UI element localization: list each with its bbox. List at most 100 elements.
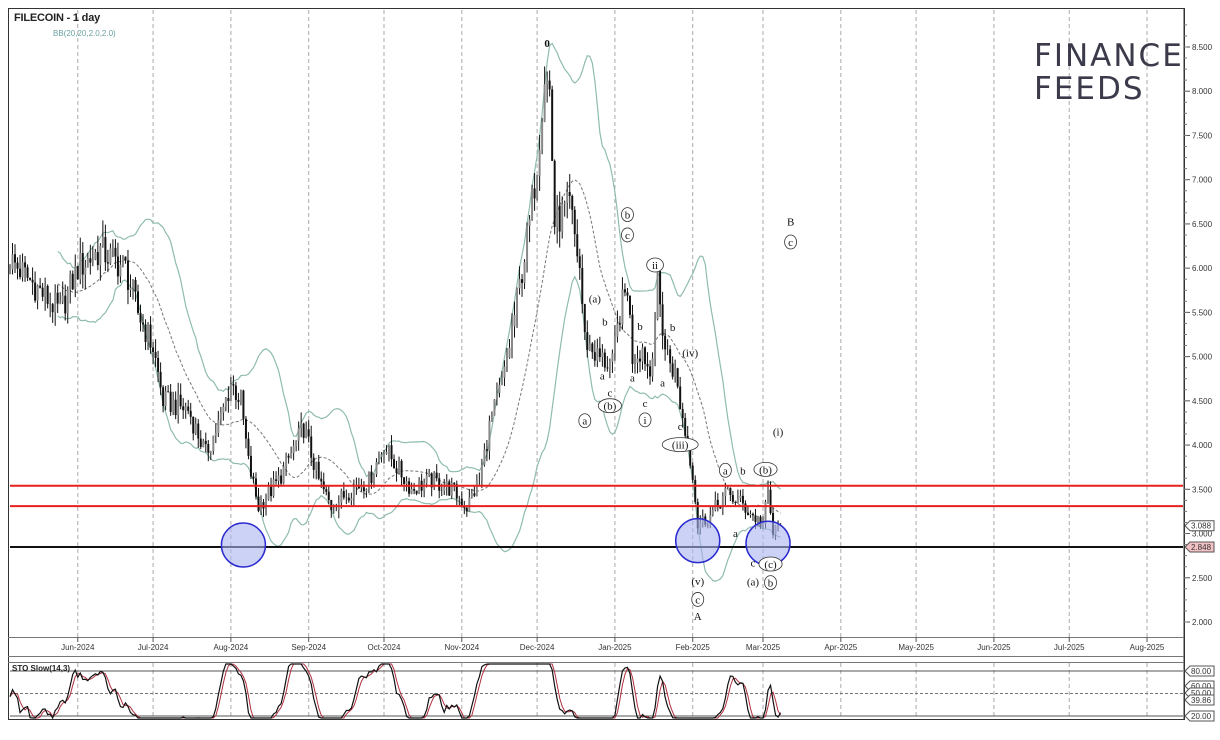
- x-tick-label: Apr-2025: [824, 643, 857, 652]
- stoch-tag-label: 80.00: [1191, 667, 1212, 676]
- x-tick-label: Jun-2024: [61, 643, 95, 652]
- bb-lower-band: [57, 275, 781, 582]
- wave-label-circle: [758, 556, 783, 572]
- wave-label: i: [638, 412, 652, 428]
- wave-label-text: (a): [747, 577, 760, 589]
- wave-label: c: [621, 227, 634, 243]
- wave-label: (i): [773, 426, 784, 438]
- wave-label: (b): [753, 461, 778, 477]
- wave-label-text: (b): [603, 401, 616, 413]
- wave-label: b: [740, 465, 746, 477]
- x-tick-label: Jul-2025: [1054, 643, 1085, 652]
- wave-label-text: c: [607, 387, 612, 399]
- wave-label-text: c: [788, 237, 793, 249]
- chart-title: FILECOIN - 1 day: [14, 12, 101, 24]
- wave-label: (c): [758, 556, 783, 572]
- wave-label-text: (v): [691, 576, 704, 588]
- highlight-circle: [220, 522, 267, 568]
- wave-label: (iv): [682, 348, 698, 360]
- wave-label: a: [578, 413, 592, 429]
- y-tick-label: 8.000: [1192, 87, 1213, 96]
- y-tick-label: 8.500: [1192, 43, 1213, 52]
- stoch-tag-label: 50.00: [1191, 689, 1212, 698]
- wave-label-text: b: [768, 578, 774, 590]
- y-tick-label: 3.500: [1192, 485, 1213, 494]
- wave-label-text: c: [643, 398, 648, 410]
- wave-label-circle: [646, 257, 664, 273]
- date-axis: Jun-2024 Jul-2024 Aug-2024 Sep-2024 Oct-2024…: [61, 637, 1165, 652]
- x-tick-label: Nov-2024: [444, 643, 479, 652]
- logo-line-1: FINANCE: [1034, 38, 1184, 74]
- wave-label: b: [602, 317, 608, 329]
- wave-label-text: c: [625, 230, 630, 242]
- wave-label-text: (b): [759, 464, 772, 476]
- wave-label-text: (a): [589, 294, 602, 306]
- y-tick-label: 6.500: [1192, 220, 1213, 229]
- x-tick-label: Dec-2024: [520, 643, 555, 652]
- wave-label: b: [670, 322, 676, 334]
- y-tick-label: 2.000: [1192, 618, 1213, 627]
- y-tick-label: 4.000: [1192, 441, 1213, 450]
- highlight-circle: [674, 517, 721, 564]
- x-tick-label: Aug-2024: [214, 643, 249, 652]
- logo-line-2: FEEDS: [1034, 71, 1145, 107]
- x-tick-label: Jul-2024: [138, 643, 169, 652]
- wave-label-text: A: [694, 611, 702, 623]
- wave-label-text: a: [630, 372, 635, 384]
- highlight-circles: [220, 517, 791, 568]
- wave-label-text: (iv): [682, 348, 698, 360]
- x-tick-label: Mar-2025: [746, 643, 781, 652]
- wave-label-circle: [718, 462, 732, 478]
- wave-label-text: (c): [764, 559, 777, 571]
- wave-label-circle: [691, 592, 705, 607]
- wave-label-text: a: [733, 528, 738, 540]
- stoch-tag: [1184, 694, 1215, 706]
- wave-label: c: [691, 592, 705, 607]
- y-tick-label: 2.500: [1192, 574, 1213, 583]
- wave-label-circle: [753, 461, 778, 477]
- bb-middle-band: [57, 179, 781, 514]
- wave-label-text: B: [787, 217, 794, 229]
- wave-label-circle: [784, 234, 798, 250]
- wave-label-text: a: [582, 416, 587, 428]
- x-tick-label: Sep-2024: [291, 643, 326, 652]
- wave-label-circle: [597, 398, 622, 414]
- stoch-tag-label: 39.86: [1191, 696, 1212, 705]
- wave-label: (v): [691, 576, 704, 588]
- stoch-tag-label: 20.00: [1191, 712, 1212, 721]
- wave-label: 0: [544, 38, 550, 50]
- y-tick-label: 6.000: [1192, 264, 1213, 273]
- wave-label-text: b: [637, 321, 643, 333]
- wave-label-circle: [764, 575, 777, 591]
- wave-label-text: a: [723, 465, 728, 477]
- wave-label: (b): [597, 398, 622, 414]
- wave-label: c: [607, 387, 612, 399]
- gridlines: [77, 10, 1148, 719]
- wave-label: a: [600, 371, 605, 383]
- x-tick-label: Aug-2025: [1130, 643, 1165, 652]
- wave-label: c: [643, 398, 648, 410]
- wave-label-text: c: [751, 557, 756, 569]
- wave-label-text: b: [625, 210, 631, 222]
- horizontal-levels: [10, 484, 1183, 548]
- wave-label-text: ii: [652, 260, 658, 272]
- wave-label-circle: [661, 437, 699, 453]
- y-tick-label: 5.500: [1192, 308, 1213, 317]
- stoch-tag: [1184, 665, 1215, 677]
- wave-label-text: 0: [544, 38, 550, 50]
- wave-label: a: [660, 378, 665, 390]
- wave-label-circle: [621, 227, 634, 243]
- x-tick-label: Oct-2024: [368, 643, 401, 652]
- wave-label: B: [787, 217, 794, 229]
- wave-label-text: i: [643, 415, 646, 427]
- wave-label-text: b: [602, 317, 608, 329]
- candles: [9, 66, 782, 541]
- price-tag-label: 2.848: [1191, 543, 1212, 552]
- wave-label: (iii): [661, 437, 699, 453]
- stoch-tag-label: 60.00: [1191, 682, 1212, 691]
- x-tick-label: Jun-2025: [977, 643, 1011, 652]
- chart-frame: [8, 8, 1185, 720]
- price-axis: 2.000 2.500 3.000 3.500 4.000 4.500 5.000 5.500…: [1184, 24, 1215, 627]
- wave-label-circle: [621, 207, 634, 223]
